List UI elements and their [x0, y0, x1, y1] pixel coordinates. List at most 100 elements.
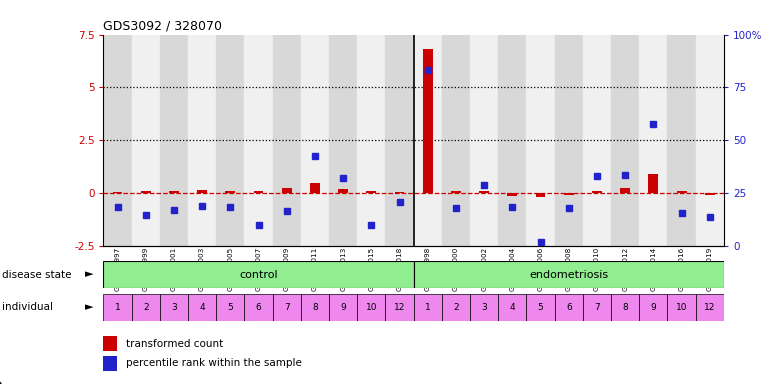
Bar [470, 294, 498, 321]
Bar [611, 35, 640, 246]
Bar [366, 191, 376, 193]
Text: 7: 7 [594, 303, 600, 312]
Bar [583, 35, 611, 246]
Bar [273, 294, 301, 321]
Bar [282, 188, 292, 193]
Text: ►: ► [84, 302, 93, 312]
Text: 4: 4 [199, 303, 205, 312]
Bar [555, 35, 583, 246]
Bar [507, 193, 517, 196]
Bar [470, 35, 498, 246]
Text: 9: 9 [650, 303, 656, 312]
Text: percentile rank within the sample: percentile rank within the sample [126, 358, 303, 368]
Bar [592, 191, 602, 193]
Text: 6: 6 [566, 303, 571, 312]
Bar [132, 35, 160, 246]
Bar [103, 356, 117, 371]
Bar [188, 294, 216, 321]
Text: 5: 5 [538, 303, 543, 312]
Bar [535, 193, 545, 197]
Bar [423, 50, 433, 193]
Bar [442, 35, 470, 246]
Bar [329, 35, 357, 246]
Bar [705, 193, 715, 195]
Bar [583, 294, 611, 321]
Text: 2: 2 [453, 303, 459, 312]
Bar [301, 294, 329, 321]
Text: individual: individual [2, 302, 53, 312]
Text: endometriosis: endometriosis [529, 270, 608, 280]
Bar [160, 35, 188, 246]
Bar [667, 294, 696, 321]
Text: 10: 10 [365, 303, 377, 312]
Bar [169, 191, 178, 193]
Text: 7: 7 [284, 303, 290, 312]
Bar [696, 294, 724, 321]
Bar [254, 191, 264, 193]
Bar [103, 261, 414, 288]
Text: 10: 10 [676, 303, 687, 312]
Bar [188, 35, 216, 246]
Bar [103, 336, 117, 351]
Bar [676, 191, 686, 193]
Bar [103, 35, 132, 246]
Bar [640, 35, 667, 246]
Bar [132, 294, 160, 321]
Text: transformed count: transformed count [126, 339, 224, 349]
Text: control: control [239, 270, 278, 280]
Text: 3: 3 [171, 303, 177, 312]
Text: 4: 4 [509, 303, 516, 312]
Bar [216, 294, 244, 321]
Bar [244, 35, 273, 246]
Bar [339, 189, 348, 193]
Bar [113, 192, 123, 193]
Bar [526, 294, 555, 321]
Bar [357, 294, 385, 321]
Text: GDS3092 / 328070: GDS3092 / 328070 [103, 19, 222, 32]
Bar [564, 193, 574, 195]
Text: 2: 2 [143, 303, 149, 312]
Text: 3: 3 [481, 303, 487, 312]
Bar [385, 294, 414, 321]
Bar [160, 294, 188, 321]
Bar [498, 35, 526, 246]
Bar [667, 35, 696, 246]
Bar [216, 35, 244, 246]
Bar [620, 188, 630, 193]
Bar [526, 35, 555, 246]
Bar [225, 191, 235, 193]
Bar [385, 35, 414, 246]
Bar [414, 261, 724, 288]
Bar [197, 190, 207, 193]
Bar [141, 191, 151, 193]
Bar [649, 174, 658, 193]
Bar [244, 294, 273, 321]
Bar [357, 35, 385, 246]
Bar [414, 35, 442, 246]
Bar [329, 294, 357, 321]
Bar [310, 184, 320, 193]
Bar [480, 191, 489, 193]
Text: ►: ► [84, 270, 93, 280]
Bar [640, 294, 667, 321]
Text: 8: 8 [312, 303, 318, 312]
Bar [301, 35, 329, 246]
Text: 12: 12 [704, 303, 715, 312]
Bar [498, 294, 526, 321]
Text: 1: 1 [425, 303, 430, 312]
Bar [696, 35, 724, 246]
Bar [103, 294, 132, 321]
Bar [394, 192, 404, 193]
Text: 5: 5 [228, 303, 233, 312]
Text: 8: 8 [622, 303, 628, 312]
Text: 9: 9 [340, 303, 346, 312]
Text: 12: 12 [394, 303, 405, 312]
Text: disease state: disease state [2, 270, 71, 280]
Text: 6: 6 [256, 303, 261, 312]
Bar [451, 191, 461, 193]
Bar [414, 294, 442, 321]
Bar [555, 294, 583, 321]
Bar [273, 35, 301, 246]
Bar [442, 294, 470, 321]
Text: 1: 1 [115, 303, 120, 312]
